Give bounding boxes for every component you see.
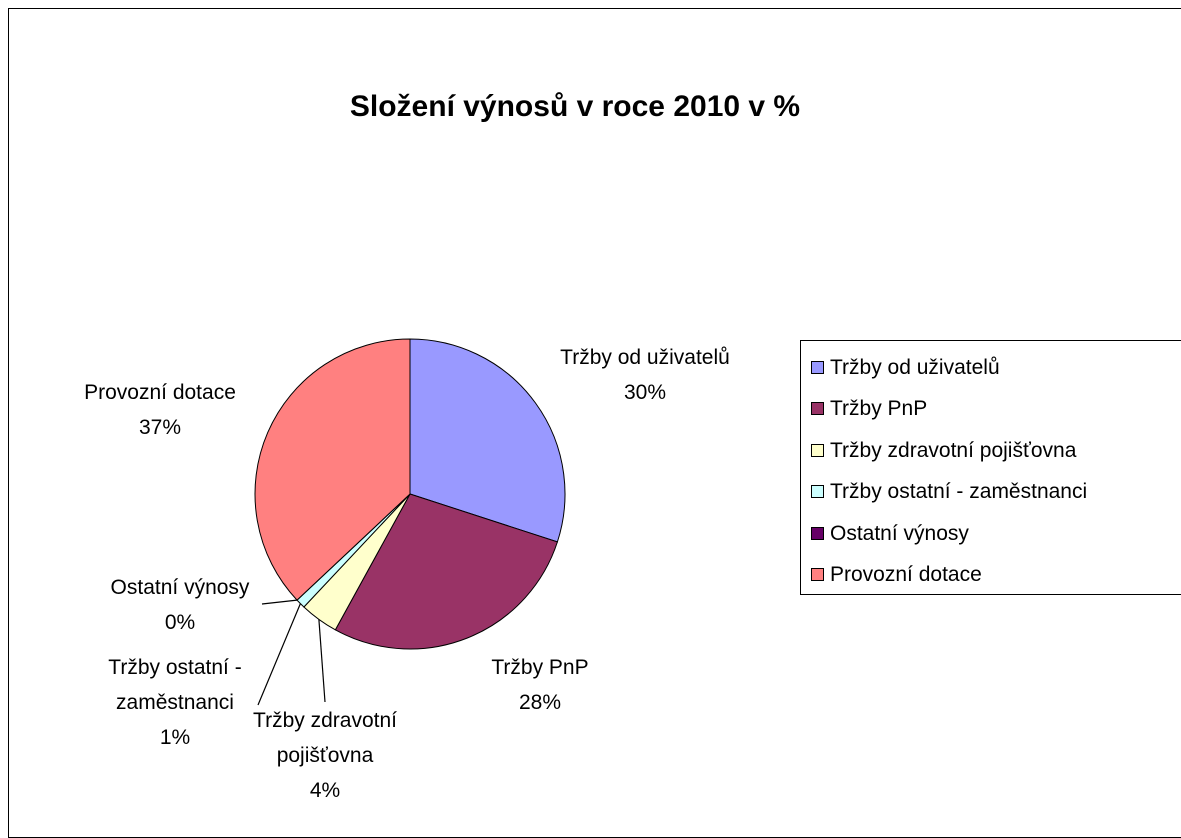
legend-label: Tržby PnP (830, 397, 928, 421)
data-label-name: Tržby PnP (491, 656, 589, 679)
leader-line (261, 599, 298, 605)
data-label-name: Ostatní výnosy (110, 576, 250, 599)
data-label-value: 37% (138, 416, 182, 439)
data-label-value: 1% (159, 726, 191, 749)
legend: Tržby od uživatelů Tržby PnP Tržby zdravot… (800, 340, 1181, 595)
data-label: Tržby PnP 28% (440, 650, 640, 720)
data-label-name: Provozní dotace (84, 381, 236, 404)
legend-swatch (811, 485, 824, 499)
legend-item: Tržby ostatní - zaměstnanci (811, 477, 1087, 507)
data-label-value: 0% (164, 611, 196, 634)
legend-label: Provozní dotace (830, 563, 982, 586)
chart-title: Složení výnosů v roce 2010 v % (350, 90, 800, 123)
legend-item: Tržby PnP (811, 394, 927, 424)
data-label: Tržby zdravotní pojišťovna 4% (225, 703, 425, 808)
data-label-name: Tržby od uživatelů (560, 346, 730, 369)
legend-item: Provozní dotace (811, 560, 982, 590)
data-label-value: 4% (309, 779, 341, 802)
data-label-value: 30% (623, 381, 667, 404)
pie-slice (409, 338, 566, 543)
pie-slice (334, 493, 559, 650)
legend-label: Tržby ostatní - zaměstnanci (830, 480, 1088, 504)
data-label: Ostatní výnosy 0% (75, 570, 285, 640)
data-label: Tržby od uživatelů 30% (540, 340, 750, 410)
data-label-name: Tržby zdravotní pojišťovna (253, 709, 397, 767)
legend-item: Tržby od uživatelů (811, 353, 1000, 383)
data-label-name: Tržby ostatní - zaměstnanci (108, 656, 242, 714)
legend-swatch (811, 568, 824, 581)
legend-label: Tržby zdravotní pojišťovna (830, 438, 1077, 462)
legend-label: Ostatní výnosy (830, 521, 969, 545)
legend-swatch (811, 402, 824, 416)
pie-slice (254, 338, 411, 601)
data-label: Tržby ostatní - zaměstnanci 1% (75, 650, 275, 755)
data-label: Provozní dotace 37% (55, 375, 265, 445)
data-label-value: 28% (518, 691, 562, 714)
legend-item: Ostatní výnosy (811, 519, 969, 549)
legend-swatch (811, 443, 824, 457)
legend-label: Tržby od uživatelů (830, 356, 1000, 379)
leader-line (257, 603, 301, 706)
leader-line (318, 619, 326, 703)
legend-swatch (811, 361, 824, 374)
legend-swatch (811, 526, 824, 540)
legend-item: Tržby zdravotní pojišťovna (811, 436, 1076, 466)
